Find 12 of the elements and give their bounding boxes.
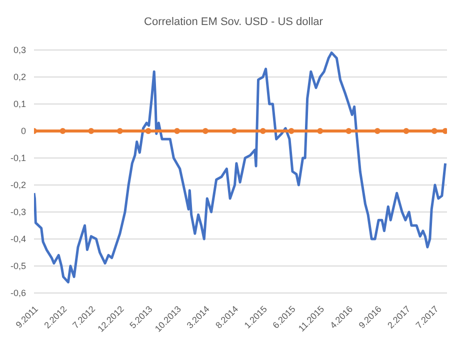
y-tick-label: -0,4 xyxy=(10,234,26,244)
y-tick-label: -0,5 xyxy=(10,261,26,272)
y-tick-label: -0,6 xyxy=(10,288,26,298)
chart-title: Correlation EM Sov. USD - US dollar xyxy=(143,15,324,30)
y-tick-label: 0 xyxy=(20,126,26,136)
line-series xyxy=(34,51,447,284)
y-tick-label: -0,3 xyxy=(10,207,26,218)
y-tick-label: 0,1 xyxy=(13,99,26,110)
y-tick-label: 0,2 xyxy=(13,72,26,82)
y-tick-label: 0,3 xyxy=(13,45,26,56)
y-tick-label: -0,2 xyxy=(10,180,26,190)
y-tick-label: -0,1 xyxy=(10,153,26,164)
